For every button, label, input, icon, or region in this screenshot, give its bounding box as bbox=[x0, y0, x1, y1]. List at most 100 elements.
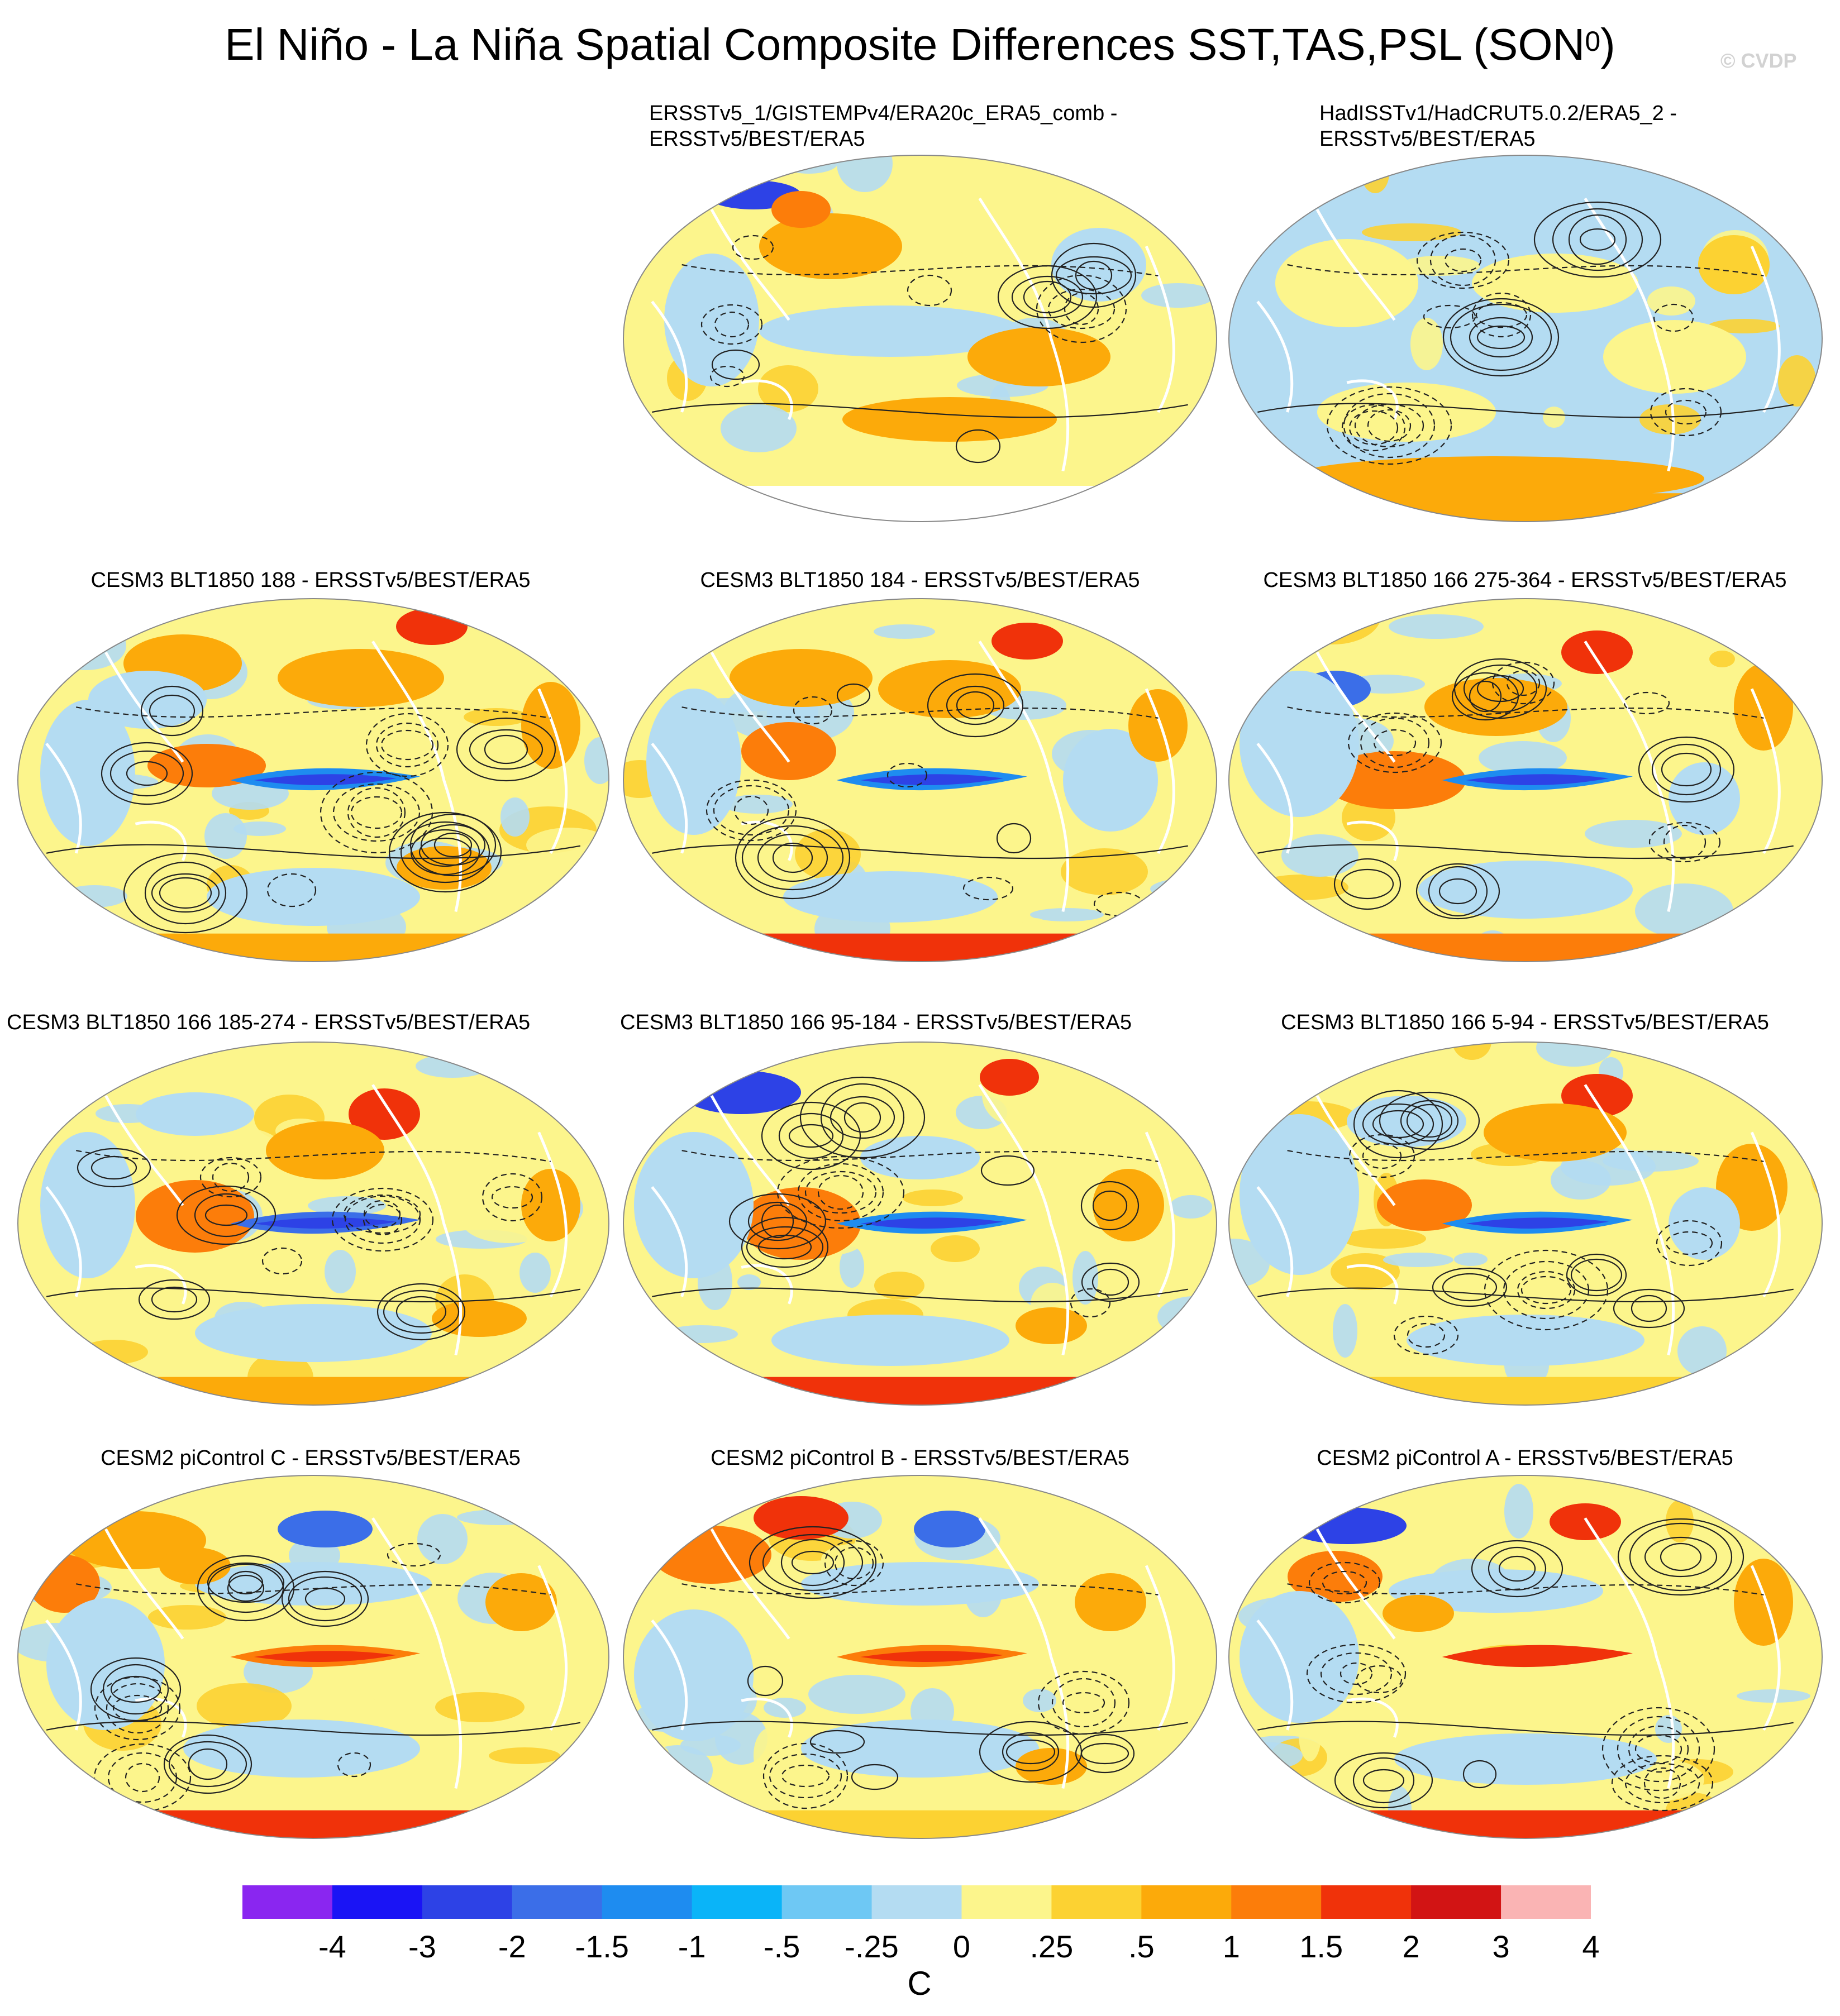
anomaly-patch bbox=[1661, 1257, 1688, 1277]
coastline bbox=[1145, 688, 1175, 854]
psl-contour bbox=[778, 1112, 844, 1159]
psl-contour bbox=[1353, 1090, 1443, 1159]
anomaly-region bbox=[1075, 1573, 1146, 1631]
psl-contour bbox=[1444, 248, 1482, 273]
psl-contour bbox=[1347, 712, 1442, 773]
map-border bbox=[623, 598, 1217, 962]
anomaly-patch bbox=[416, 1054, 489, 1078]
anomaly-patch bbox=[1238, 1742, 1303, 1769]
anomaly-region bbox=[207, 868, 420, 926]
anomaly-region bbox=[1128, 689, 1188, 762]
colorbar-swatch bbox=[422, 1885, 513, 1919]
psl-contour bbox=[1533, 201, 1662, 278]
psl-contour bbox=[996, 823, 1032, 854]
psl-contour bbox=[1463, 664, 1538, 713]
psl-contour bbox=[1356, 1665, 1403, 1694]
anomaly-region bbox=[783, 871, 998, 923]
equatorial-anomaly-core bbox=[254, 1217, 397, 1229]
psl-contour bbox=[1442, 298, 1560, 377]
psl-contour bbox=[1051, 1678, 1116, 1728]
coastline bbox=[537, 1565, 568, 1731]
psl-contour bbox=[75, 1583, 551, 1595]
anomaly-region bbox=[771, 191, 831, 228]
anomaly-patch bbox=[795, 829, 861, 880]
coastline bbox=[104, 1528, 184, 1640]
psl-contour bbox=[46, 1721, 581, 1736]
anomaly-patch bbox=[1543, 407, 1565, 428]
anomaly-region bbox=[1377, 1179, 1472, 1231]
colorbar-tick-label: -1 bbox=[678, 1929, 706, 1964]
psl-contour bbox=[836, 683, 871, 708]
psl-contour bbox=[363, 1200, 401, 1229]
psl-contour bbox=[344, 1195, 421, 1244]
psl-contour bbox=[491, 1186, 533, 1209]
psl-contour bbox=[482, 1173, 543, 1222]
colorbar-tick-label: 2 bbox=[1402, 1929, 1420, 1964]
coastline bbox=[45, 743, 82, 854]
anomaly-patch bbox=[489, 1747, 560, 1764]
psl-contour bbox=[809, 1730, 865, 1754]
colorbar-tick-label: -3 bbox=[408, 1929, 436, 1964]
psl-contour bbox=[126, 761, 168, 786]
map-panel-11 bbox=[1228, 1475, 1823, 1839]
anomaly-region bbox=[1317, 383, 1496, 442]
psl-contour bbox=[749, 1526, 877, 1599]
anomaly-patch bbox=[1737, 1689, 1810, 1703]
psl-contour bbox=[1322, 1570, 1367, 1595]
coastline bbox=[1584, 641, 1675, 913]
anomaly-patch bbox=[1509, 1608, 1554, 1631]
coastline bbox=[135, 1264, 187, 1305]
psl-contour bbox=[788, 1124, 834, 1148]
colorbar-swatch bbox=[1321, 1885, 1412, 1919]
map-border bbox=[1228, 1042, 1823, 1406]
coastline bbox=[741, 820, 793, 861]
anomaly-patch bbox=[1157, 1296, 1217, 1337]
anomaly-region bbox=[646, 689, 741, 835]
anomaly-patch bbox=[1169, 170, 1209, 224]
anomaly-patch bbox=[1454, 1253, 1488, 1266]
colorbar-tick-label: -.5 bbox=[763, 1929, 800, 1964]
map-border bbox=[1228, 155, 1823, 522]
coastline bbox=[1256, 1186, 1294, 1297]
anomaly-region bbox=[432, 1300, 527, 1337]
anomaly-patch bbox=[664, 1325, 738, 1343]
anomaly-patch bbox=[1331, 1253, 1400, 1290]
antarctic-anomaly bbox=[1229, 933, 1822, 962]
coastline bbox=[1750, 688, 1781, 854]
anomaly-patch bbox=[1361, 155, 1389, 193]
psl-contour bbox=[1644, 1536, 1718, 1578]
psl-contour bbox=[266, 873, 317, 907]
coastline bbox=[1315, 208, 1396, 321]
anomaly-region bbox=[1063, 729, 1158, 832]
anomaly-patch bbox=[1389, 614, 1484, 639]
colorbar bbox=[242, 1885, 1591, 1919]
colorbar-swatch bbox=[961, 1885, 1052, 1919]
psl-contour bbox=[1617, 1518, 1744, 1596]
psl-contour bbox=[375, 722, 439, 768]
psl-contour bbox=[400, 821, 490, 883]
map-border bbox=[1228, 1475, 1823, 1839]
anomaly-region bbox=[1407, 1315, 1644, 1366]
psl-contour bbox=[757, 833, 828, 882]
coastline bbox=[710, 1528, 790, 1640]
coastline bbox=[1750, 1131, 1781, 1297]
psl-contour bbox=[176, 1185, 277, 1245]
anomaly-patch bbox=[936, 195, 971, 247]
panel-title-1-line-1: ERSSTv5_1/GISTEMPv4/ERA20c_ERA5_comb - bbox=[649, 102, 1118, 125]
psl-contour bbox=[799, 1076, 926, 1159]
anomaly-patch bbox=[874, 624, 935, 639]
anomaly-region bbox=[771, 1315, 1009, 1366]
map-panel-3 bbox=[17, 598, 609, 962]
psl-contour bbox=[1257, 1721, 1794, 1736]
psl-contour bbox=[281, 1570, 369, 1627]
anomaly-region bbox=[860, 1136, 980, 1179]
panel-title-6: CESM3 BLT1850 166 185-274 - ERSSTv5/BEST… bbox=[7, 1010, 530, 1035]
psl-contour bbox=[1650, 388, 1722, 437]
anomaly-patch bbox=[1285, 599, 1381, 644]
colorbar-tick-label: .25 bbox=[1029, 1929, 1074, 1964]
psl-contour bbox=[761, 1101, 861, 1171]
psl-contour bbox=[843, 1102, 881, 1133]
title-suffix: ) bbox=[1600, 20, 1615, 69]
psl-contour bbox=[1651, 743, 1722, 796]
anomaly-region bbox=[741, 722, 836, 780]
